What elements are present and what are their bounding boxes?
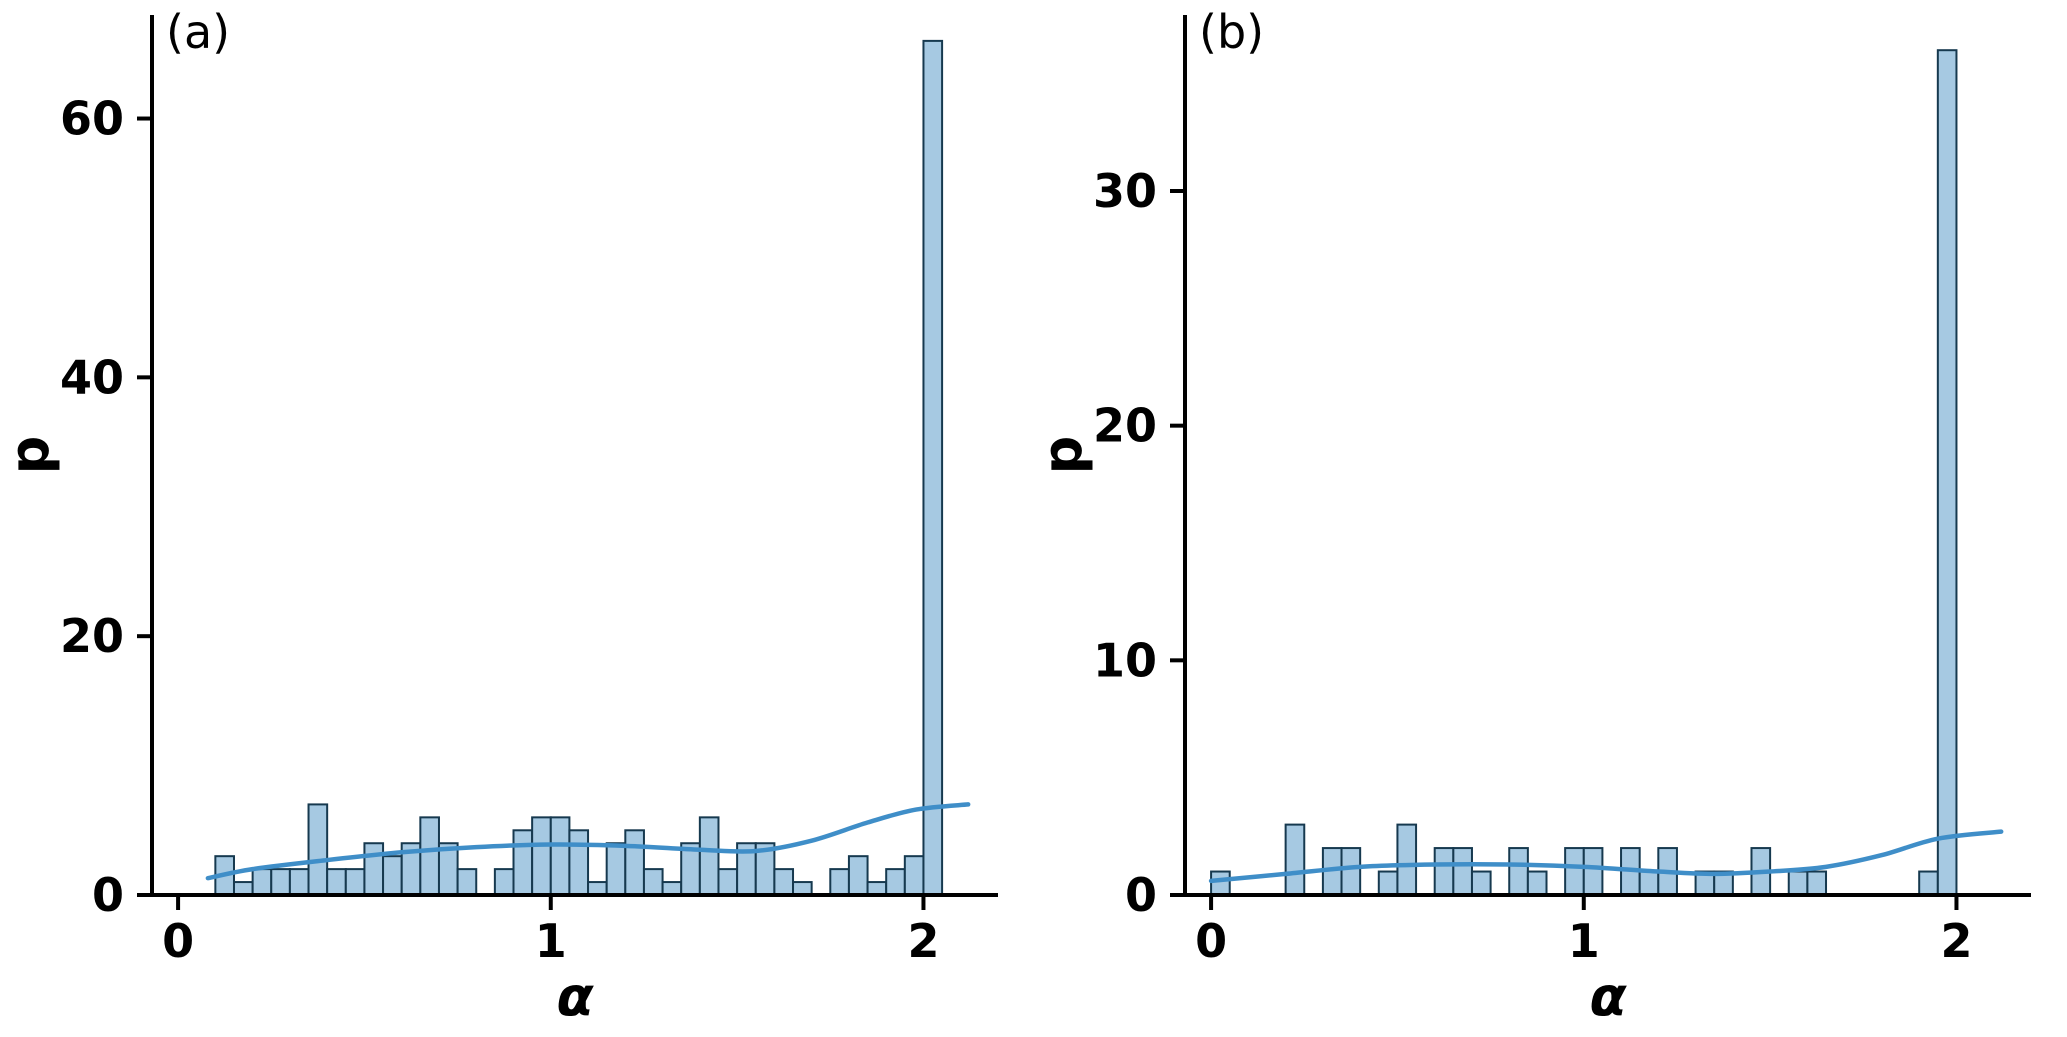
histogram-bar [549,816,571,897]
histogram-bar [493,868,515,897]
histogram-bar [568,829,590,897]
histogram-bar [1210,870,1231,896]
histogram-bar [1564,847,1585,896]
histogram-bar [605,842,627,896]
histogram-bar [512,829,534,897]
x-tick-label: 0 [1195,914,1227,968]
y-tick-label: 40 [60,350,124,404]
histogram-bars [1210,49,1958,896]
histogram-bar [1582,847,1604,896]
x-tick-label: 1 [1568,914,1600,968]
histogram-bar [382,855,403,896]
histogram-bar [531,816,552,897]
histogram-bar [1787,870,1809,896]
histogram-bar [829,868,850,897]
histogram-bar [288,868,310,897]
x-tick-label: 1 [535,914,567,968]
histogram-bar [1638,870,1660,896]
histogram-bar [1508,847,1529,896]
y-axis-label: p [0,436,61,475]
y-tick-label: 0 [92,868,124,922]
histogram-bar [847,855,869,896]
histogram-bar [419,816,440,897]
kde-curve [205,802,971,881]
histogram-bar [773,868,795,897]
histogram-bar [456,868,478,897]
histogram-bar [270,868,291,897]
panel-label: (b) [1199,5,1264,59]
histogram-bar [326,868,347,897]
panel-b: 0 1 2 0 10 20 30 α p (b) [1033,0,2066,1037]
y-axis-label: p [1033,436,1094,475]
histogram-bar [698,816,720,897]
x-tick-label: 2 [907,914,939,968]
histogram-bar [1340,847,1362,896]
histogram-bar [717,868,739,897]
x-tick-label: 0 [162,914,194,968]
histogram-bar [885,868,906,897]
histogram-bar [1396,823,1418,896]
histogram-bar [1526,870,1548,896]
y-tick-label: 20 [60,609,124,663]
panel-label: (a) [166,5,230,59]
histogram-bar [344,868,366,897]
histogram-bar [1936,49,1958,896]
x-axis-label: α [556,965,594,1028]
histogram-bars [214,39,944,897]
histogram-bar [642,868,664,897]
histogram-bar [903,855,925,896]
histogram-bar [1470,870,1492,896]
histogram-bar [1806,870,1828,896]
y-tick-label: 0 [1125,868,1157,922]
histogram-bar [363,842,385,896]
y-tick-label: 30 [1093,164,1157,218]
kde-curve [1208,829,2004,884]
y-tick-label: 10 [1093,633,1157,687]
x-tick-label: 2 [1940,914,1972,968]
histogram-bar [307,803,329,896]
histogram-bar [251,868,273,897]
histogram-bar [624,829,645,897]
histogram-bar [922,39,944,897]
panel-a: 0 1 2 0 20 40 60 α p (a) [0,0,1033,1037]
y-tick-label: 20 [1093,399,1157,453]
histogram-bar [1452,847,1473,896]
histogram-bar [1433,847,1455,896]
histogram-bar [1284,823,1306,896]
x-axis-label: α [1589,965,1627,1028]
histogram-bar [1377,870,1399,896]
y-tick-label: 60 [60,92,124,146]
histogram-bar [1918,870,1939,896]
